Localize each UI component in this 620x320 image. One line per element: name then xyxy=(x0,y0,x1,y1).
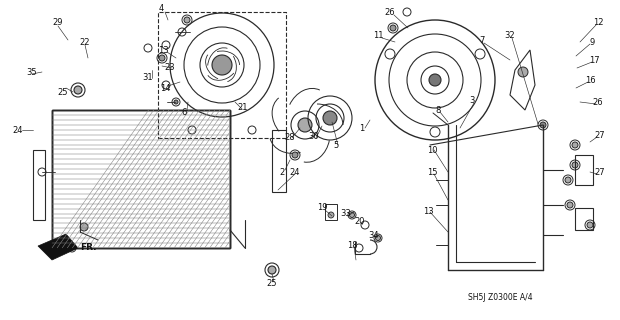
Circle shape xyxy=(540,122,546,128)
Bar xyxy=(158,12,286,138)
Circle shape xyxy=(292,152,298,158)
Bar xyxy=(33,150,45,220)
Bar xyxy=(52,110,230,248)
Text: SH5J Z0300E A/4: SH5J Z0300E A/4 xyxy=(467,293,533,302)
Circle shape xyxy=(159,55,165,61)
Bar xyxy=(325,204,337,220)
Text: 13: 13 xyxy=(423,207,433,217)
Text: 20: 20 xyxy=(355,218,365,227)
Circle shape xyxy=(80,223,88,231)
Circle shape xyxy=(565,177,571,183)
Circle shape xyxy=(567,202,573,208)
Circle shape xyxy=(587,222,593,228)
Text: 28: 28 xyxy=(285,132,295,141)
Circle shape xyxy=(572,142,578,148)
Text: 9: 9 xyxy=(590,37,595,46)
Bar xyxy=(52,110,230,248)
Circle shape xyxy=(390,25,396,31)
Text: 24: 24 xyxy=(13,125,24,134)
Circle shape xyxy=(328,212,334,218)
Text: 5: 5 xyxy=(334,140,339,149)
Text: 18: 18 xyxy=(347,241,357,250)
Text: 25: 25 xyxy=(58,87,68,97)
Circle shape xyxy=(350,212,355,218)
Text: 2: 2 xyxy=(280,167,285,177)
Text: 7: 7 xyxy=(479,36,485,44)
Text: 23: 23 xyxy=(165,62,175,71)
Text: 27: 27 xyxy=(595,131,605,140)
Text: 31: 31 xyxy=(143,73,153,82)
Circle shape xyxy=(74,86,82,94)
Text: 29: 29 xyxy=(53,18,63,27)
Circle shape xyxy=(518,67,528,77)
Text: 26: 26 xyxy=(593,98,603,107)
Text: 4: 4 xyxy=(158,4,164,12)
Text: 19: 19 xyxy=(317,204,327,212)
Circle shape xyxy=(298,118,312,132)
Text: 34: 34 xyxy=(369,230,379,239)
Text: 27: 27 xyxy=(595,167,605,177)
Polygon shape xyxy=(38,234,78,260)
Bar xyxy=(52,110,230,248)
Text: 22: 22 xyxy=(80,37,91,46)
Text: 32: 32 xyxy=(505,30,515,39)
Text: 11: 11 xyxy=(373,30,383,39)
Text: 33: 33 xyxy=(340,210,352,219)
Text: 13: 13 xyxy=(157,45,168,54)
Text: 12: 12 xyxy=(593,18,603,27)
Bar xyxy=(575,155,593,185)
Text: 17: 17 xyxy=(588,55,600,65)
Text: 26: 26 xyxy=(384,7,396,17)
Circle shape xyxy=(572,162,578,168)
Text: 1: 1 xyxy=(360,124,365,132)
Circle shape xyxy=(323,111,337,125)
Circle shape xyxy=(174,100,178,104)
Text: 16: 16 xyxy=(585,76,595,84)
Circle shape xyxy=(184,17,190,23)
Text: 10: 10 xyxy=(427,146,437,155)
Text: 30: 30 xyxy=(309,132,319,140)
Text: FR.: FR. xyxy=(80,244,97,252)
Text: 35: 35 xyxy=(27,68,37,76)
Text: 24: 24 xyxy=(290,167,300,177)
Text: 25: 25 xyxy=(267,279,277,289)
Text: 21: 21 xyxy=(237,102,248,111)
Circle shape xyxy=(70,246,74,250)
Bar xyxy=(272,130,286,192)
Circle shape xyxy=(429,74,441,86)
Text: 15: 15 xyxy=(427,167,437,177)
Bar xyxy=(575,208,593,230)
Text: 8: 8 xyxy=(435,106,441,115)
Circle shape xyxy=(212,55,232,75)
Text: 14: 14 xyxy=(160,84,171,92)
Text: 3: 3 xyxy=(469,95,475,105)
Text: 6: 6 xyxy=(181,108,187,116)
Circle shape xyxy=(268,266,276,274)
Circle shape xyxy=(376,236,381,241)
